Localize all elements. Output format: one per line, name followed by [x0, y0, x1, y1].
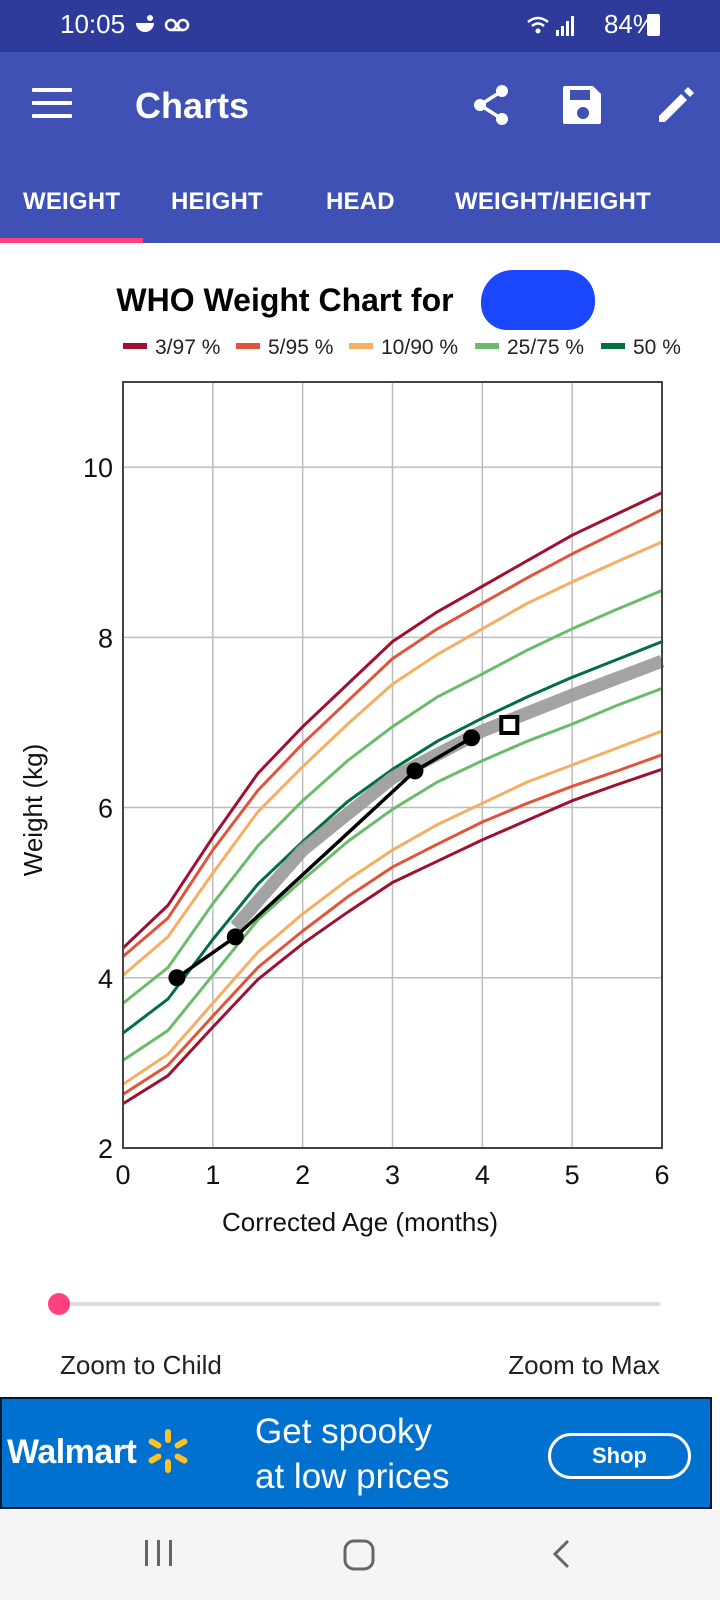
redaction-mark [481, 270, 595, 330]
tab-height[interactable]: HEIGHT [171, 188, 263, 215]
percentile-curve [122, 589, 663, 1005]
tab-head[interactable]: HEAD [326, 188, 395, 215]
slider-thumb[interactable] [48, 1293, 70, 1315]
tab-indicator [0, 238, 143, 243]
child-measurement-point [406, 762, 424, 780]
tab-weight-height[interactable]: WEIGHT/HEIGHT [455, 188, 651, 215]
x-tick-label: 2 [295, 1160, 310, 1190]
home-icon[interactable] [342, 1538, 376, 1572]
signal-icon [527, 16, 574, 36]
percentile-curve [122, 729, 663, 1086]
page-title: Charts [135, 85, 250, 126]
percentile-curve [122, 686, 663, 1062]
tab-weight[interactable]: WEIGHT [23, 188, 121, 215]
x-tick-label: 5 [565, 1160, 580, 1190]
y-tick-label: 10 [83, 453, 113, 483]
notification-icons [136, 15, 190, 32]
y-tick-label: 8 [98, 623, 113, 653]
percentile-curve [122, 767, 663, 1105]
legend-item: 10/90 % [349, 336, 458, 360]
percentile-curve [122, 508, 663, 958]
ad-banner[interactable]: Walmart Get spooky at low prices Shop [0, 1397, 712, 1509]
ad-brand: Walmart [7, 1433, 137, 1471]
shop-button[interactable]: Shop [548, 1433, 691, 1479]
chart-title: WHO Weight Chart for [116, 282, 454, 318]
zoom-to-max-label[interactable]: Zoom to Max [508, 1350, 660, 1380]
percentile-curve [122, 640, 663, 1035]
x-tick-label: 0 [115, 1160, 130, 1190]
plot-frame [122, 381, 663, 1149]
y-tick-label: 6 [98, 794, 113, 824]
legend-item: 3/97 % [123, 336, 220, 360]
spark-icon [148, 1429, 188, 1473]
status-bar: 10:05 84% [0, 0, 720, 52]
child-measurement-point [463, 729, 481, 747]
legend-item: 5/95 % [236, 336, 333, 360]
projected-point-marker [499, 714, 520, 735]
ad-text: Get spooky at low prices [255, 1412, 450, 1496]
percentile-curve [121, 491, 663, 950]
zoom-to-child-label[interactable]: Zoom to Child [60, 1350, 222, 1380]
legend-item: 25/75 % [475, 336, 584, 360]
tab-bar: WEIGHT HEIGHT HEAD WEIGHT/HEIGHT [0, 172, 720, 243]
child-measurement-point [226, 928, 244, 946]
x-tick-label: 3 [385, 1160, 400, 1190]
x-tick-label: 4 [475, 1160, 490, 1190]
y-axis-label: Weight (kg) [18, 744, 48, 876]
percentile-curve [122, 540, 663, 977]
battery-icon [647, 14, 660, 36]
share-icon[interactable] [469, 82, 515, 128]
x-tick-label: 6 [654, 1160, 669, 1190]
percentile-curve [122, 753, 663, 1096]
zoom-slider[interactable] [48, 1292, 660, 1316]
y-tick-label: 4 [98, 964, 113, 994]
edit-icon[interactable] [653, 82, 699, 128]
legend-item: 50 % [601, 336, 681, 360]
status-time: 10:05 [60, 9, 126, 39]
child-measurement-point [168, 969, 186, 987]
projection-band [230, 655, 665, 931]
nav-bar [0, 1510, 720, 1600]
slider-track [58, 1302, 660, 1306]
child-growth-line [175, 736, 473, 980]
recents-icon[interactable] [143, 1538, 175, 1568]
x-axis-label: Corrected Age (months) [222, 1207, 498, 1237]
back-icon[interactable] [550, 1538, 572, 1570]
y-tick-label: 2 [98, 1134, 113, 1164]
x-tick-label: 1 [205, 1160, 220, 1190]
chart-legend: 3/97 % 5/95 % 10/90 % 25/75 % 50 % [0, 336, 720, 366]
weight-chart[interactable]: 0 1 2 3 4 5 6 2 4 6 8 10 Corrected Age (months) Wei… [0, 370, 720, 1240]
app-bar: Charts WEIGHT HEIGHT HEAD WEIGHT/HEIGHT [0, 52, 720, 243]
save-icon[interactable] [560, 82, 606, 128]
menu-icon[interactable] [32, 88, 72, 122]
